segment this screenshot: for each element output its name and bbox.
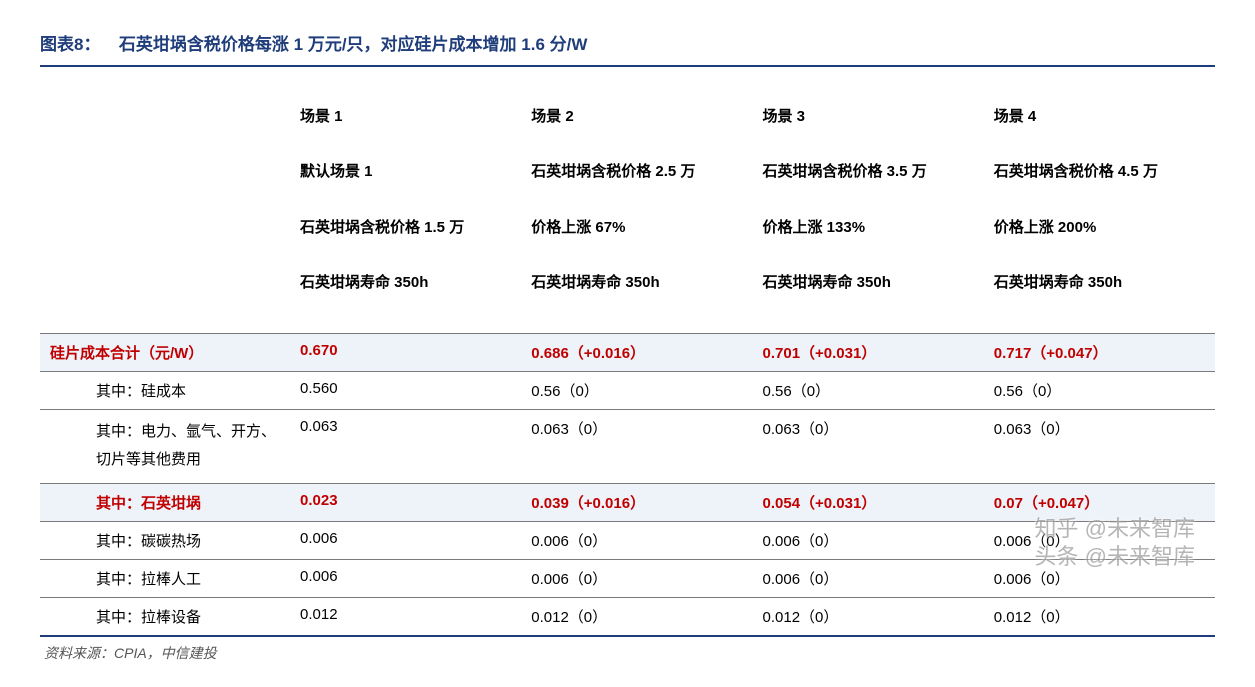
header-line: 默认场景 1: [300, 158, 511, 186]
header-scenario-1: 场景 1 默认场景 1 石英坩埚含税价格 1.5 万 石英坩埚寿命 350h: [290, 67, 521, 333]
row-cell: 0.063（0）: [753, 409, 984, 483]
row-cell: 0.006（0）: [984, 521, 1215, 559]
row-label: 其中：拉棒人工: [40, 559, 290, 597]
scenario-table: 场景 1 默认场景 1 石英坩埚含税价格 1.5 万 石英坩埚寿命 350h 场…: [40, 67, 1215, 637]
row-cell: 0.063（0）: [984, 409, 1215, 483]
header-title: 场景 3: [763, 103, 974, 131]
row-cell: 0.701（+0.031）: [753, 333, 984, 371]
table-row: 其中：碳碳热场0.0060.006（0）0.006（0）0.006（0）: [40, 521, 1215, 559]
table-row: 硅片成本合计（元/W）0.6700.686（+0.016）0.701（+0.03…: [40, 333, 1215, 371]
row-cell: 0.006（0）: [753, 521, 984, 559]
row-cell: 0.023: [290, 483, 521, 521]
row-cell: 0.560: [290, 371, 521, 409]
row-cell: 0.039（+0.016）: [521, 483, 752, 521]
header-line: 石英坩埚寿命 350h: [763, 269, 974, 297]
chart-title-label: 图表8：: [40, 35, 100, 54]
table-row: 其中：拉棒人工0.0060.006（0）0.006（0）0.006（0）: [40, 559, 1215, 597]
header-title: 场景 2: [531, 103, 742, 131]
header-line: 价格上涨 200%: [994, 214, 1205, 242]
row-cell: 0.07（+0.047）: [984, 483, 1215, 521]
table-head: 场景 1 默认场景 1 石英坩埚含税价格 1.5 万 石英坩埚寿命 350h 场…: [40, 67, 1215, 333]
row-cell: 0.56（0）: [521, 371, 752, 409]
row-cell: 0.006: [290, 521, 521, 559]
table-row: 其中：电力、氩气、开方、切片等其他费用0.0630.063（0）0.063（0）…: [40, 409, 1215, 483]
header-line: 石英坩埚寿命 350h: [994, 269, 1205, 297]
table-row: 其中：硅成本0.5600.56（0）0.56（0）0.56（0）: [40, 371, 1215, 409]
row-cell: 0.686（+0.016）: [521, 333, 752, 371]
row-cell: 0.012（0）: [521, 597, 752, 636]
row-cell: 0.012（0）: [984, 597, 1215, 636]
table-body: 硅片成本合计（元/W）0.6700.686（+0.016）0.701（+0.03…: [40, 333, 1215, 636]
header-line: 价格上涨 133%: [763, 214, 974, 242]
row-cell: 0.006（0）: [753, 559, 984, 597]
row-cell: 0.054（+0.031）: [753, 483, 984, 521]
chart-title-row: 图表8： 石英坩埚含税价格每涨 1 万元/只，对应硅片成本增加 1.6 分/W: [40, 24, 1215, 67]
row-label: 其中：石英坩埚: [40, 483, 290, 521]
header-line: 石英坩埚含税价格 3.5 万: [763, 158, 974, 186]
row-label: 其中：电力、氩气、开方、切片等其他费用: [40, 409, 290, 483]
row-cell: 0.56（0）: [984, 371, 1215, 409]
row-cell: 0.717（+0.047）: [984, 333, 1215, 371]
row-cell: 0.063（0）: [521, 409, 752, 483]
header-scenario-3: 场景 3 石英坩埚含税价格 3.5 万 价格上涨 133% 石英坩埚寿命 350…: [753, 67, 984, 333]
header-title: 场景 4: [994, 103, 1205, 131]
header-scenario-2: 场景 2 石英坩埚含税价格 2.5 万 价格上涨 67% 石英坩埚寿命 350h: [521, 67, 752, 333]
header-line: 石英坩埚含税价格 1.5 万: [300, 214, 511, 242]
row-cell: 0.670: [290, 333, 521, 371]
row-label: 硅片成本合计（元/W）: [40, 333, 290, 371]
source-note: 资料来源：CPIA，中信建投: [40, 637, 1215, 663]
header-line: 价格上涨 67%: [531, 214, 742, 242]
row-label: 其中：碳碳热场: [40, 521, 290, 559]
row-cell: 0.006（0）: [984, 559, 1215, 597]
row-cell: 0.006: [290, 559, 521, 597]
header-line: 石英坩埚含税价格 2.5 万: [531, 158, 742, 186]
header-line: 石英坩埚寿命 350h: [531, 269, 742, 297]
chart-title-text: 石英坩埚含税价格每涨 1 万元/只，对应硅片成本增加 1.6 分/W: [119, 35, 587, 54]
header-line: 石英坩埚寿命 350h: [300, 269, 511, 297]
table-row: 其中：石英坩埚0.0230.039（+0.016）0.054（+0.031）0.…: [40, 483, 1215, 521]
header-line: 石英坩埚含税价格 4.5 万: [994, 158, 1205, 186]
row-cell: 0.006（0）: [521, 521, 752, 559]
row-cell: 0.56（0）: [753, 371, 984, 409]
header-blank: [40, 67, 290, 333]
row-cell: 0.063: [290, 409, 521, 483]
row-cell: 0.012: [290, 597, 521, 636]
row-cell: 0.012（0）: [753, 597, 984, 636]
row-label: 其中：硅成本: [40, 371, 290, 409]
header-scenario-4: 场景 4 石英坩埚含税价格 4.5 万 价格上涨 200% 石英坩埚寿命 350…: [984, 67, 1215, 333]
row-cell: 0.006（0）: [521, 559, 752, 597]
header-title: 场景 1: [300, 103, 511, 131]
row-label: 其中：拉棒设备: [40, 597, 290, 636]
table-row: 其中：拉棒设备0.0120.012（0）0.012（0）0.012（0）: [40, 597, 1215, 636]
